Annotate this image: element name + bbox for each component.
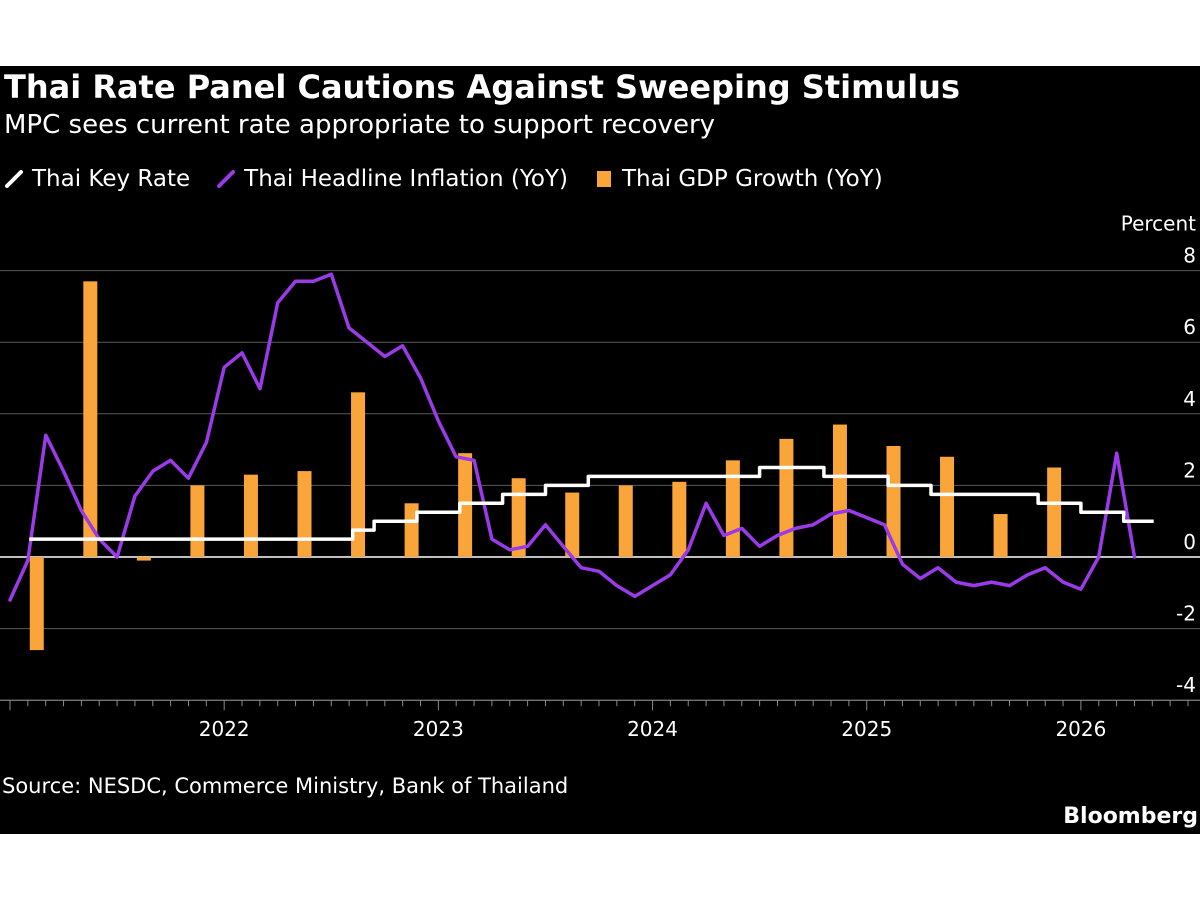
x-tick-label: 2024	[627, 717, 678, 741]
series-lines	[8, 272, 1154, 602]
legend-inflation-swatch	[217, 170, 236, 188]
gdp-bar	[29, 557, 44, 651]
gdp-bar	[136, 557, 151, 561]
key-rate-line	[29, 465, 1154, 541]
y-tick-label: 4	[1183, 387, 1196, 411]
legend-label-gdp: Thai GDP Growth (YoY)	[621, 166, 883, 192]
gdp-bar	[458, 453, 473, 557]
gdp-bar	[190, 485, 205, 557]
gdp-bar	[297, 471, 312, 557]
gdp-bar	[940, 456, 955, 557]
chart-title: Thai Rate Panel Cautions Against Sweepin…	[4, 68, 960, 106]
gdp-bar	[779, 438, 794, 557]
y-axis-label: Percent	[1121, 212, 1196, 236]
legend-item-gdp: Thai GDP Growth (YoY)	[594, 166, 883, 192]
x-tick-label: 2023	[413, 717, 464, 741]
gdp-bar	[565, 492, 580, 557]
gdp-bar	[993, 514, 1008, 557]
gridlines	[0, 270, 1200, 701]
gdp-bar	[404, 503, 419, 557]
legend-gdp-swatch	[596, 171, 611, 187]
gdp-bars	[29, 281, 1062, 651]
chart-panel: Thai Rate Panel Cautions Against Sweepin…	[0, 66, 1200, 834]
y-tick-label: 8	[1183, 244, 1196, 268]
y-tick-label: 6	[1183, 315, 1196, 339]
y-tick-label: -4	[1176, 673, 1196, 697]
x-tick-label: 2026	[1055, 717, 1106, 741]
gdp-bar	[1047, 467, 1062, 557]
gdp-bar	[83, 281, 98, 557]
y-tick-label: -2	[1176, 602, 1196, 626]
x-tick-label: 2022	[199, 717, 250, 741]
chart-subtitle: MPC sees current rate appropriate to sup…	[4, 110, 716, 140]
bloomberg-logo: Bloomberg	[1063, 804, 1198, 829]
x-tick-label: 2025	[841, 717, 892, 741]
gdp-bar	[618, 485, 633, 557]
legend-item-key-rate: Thai Key Rate	[4, 166, 190, 192]
gdp-bar	[351, 392, 366, 557]
axes: 8 6 4 2 0 -2 -4 Percent 2022 2023 2024 2025 2026	[0, 212, 1200, 741]
y-tick-label: 2	[1183, 458, 1196, 482]
source-note: Source: NESDC, Commerce Ministry, Bank o…	[2, 774, 569, 798]
legend-label-inflation: Thai Headline Inflation (YoY)	[244, 166, 568, 192]
gdp-bar	[243, 474, 258, 557]
gdp-bar	[832, 424, 847, 557]
legend-label-key-rate: Thai Key Rate	[32, 166, 191, 192]
gdp-bar	[511, 478, 526, 557]
legend-item-inflation: Thai Headline Inflation (YoY)	[216, 166, 568, 192]
legend-key-rate-swatch	[5, 170, 23, 188]
chart-legend: Thai Key Rate Thai Headline Inflation (Y…	[4, 164, 909, 194]
gdp-bar	[886, 446, 901, 557]
inflation-line	[8, 272, 1137, 602]
y-tick-label: 0	[1183, 530, 1196, 554]
gdp-bar	[672, 481, 687, 557]
chart-plot: 8 6 4 2 0 -2 -4 Percent 2022 2023 2024 2025 2026	[0, 212, 1200, 741]
